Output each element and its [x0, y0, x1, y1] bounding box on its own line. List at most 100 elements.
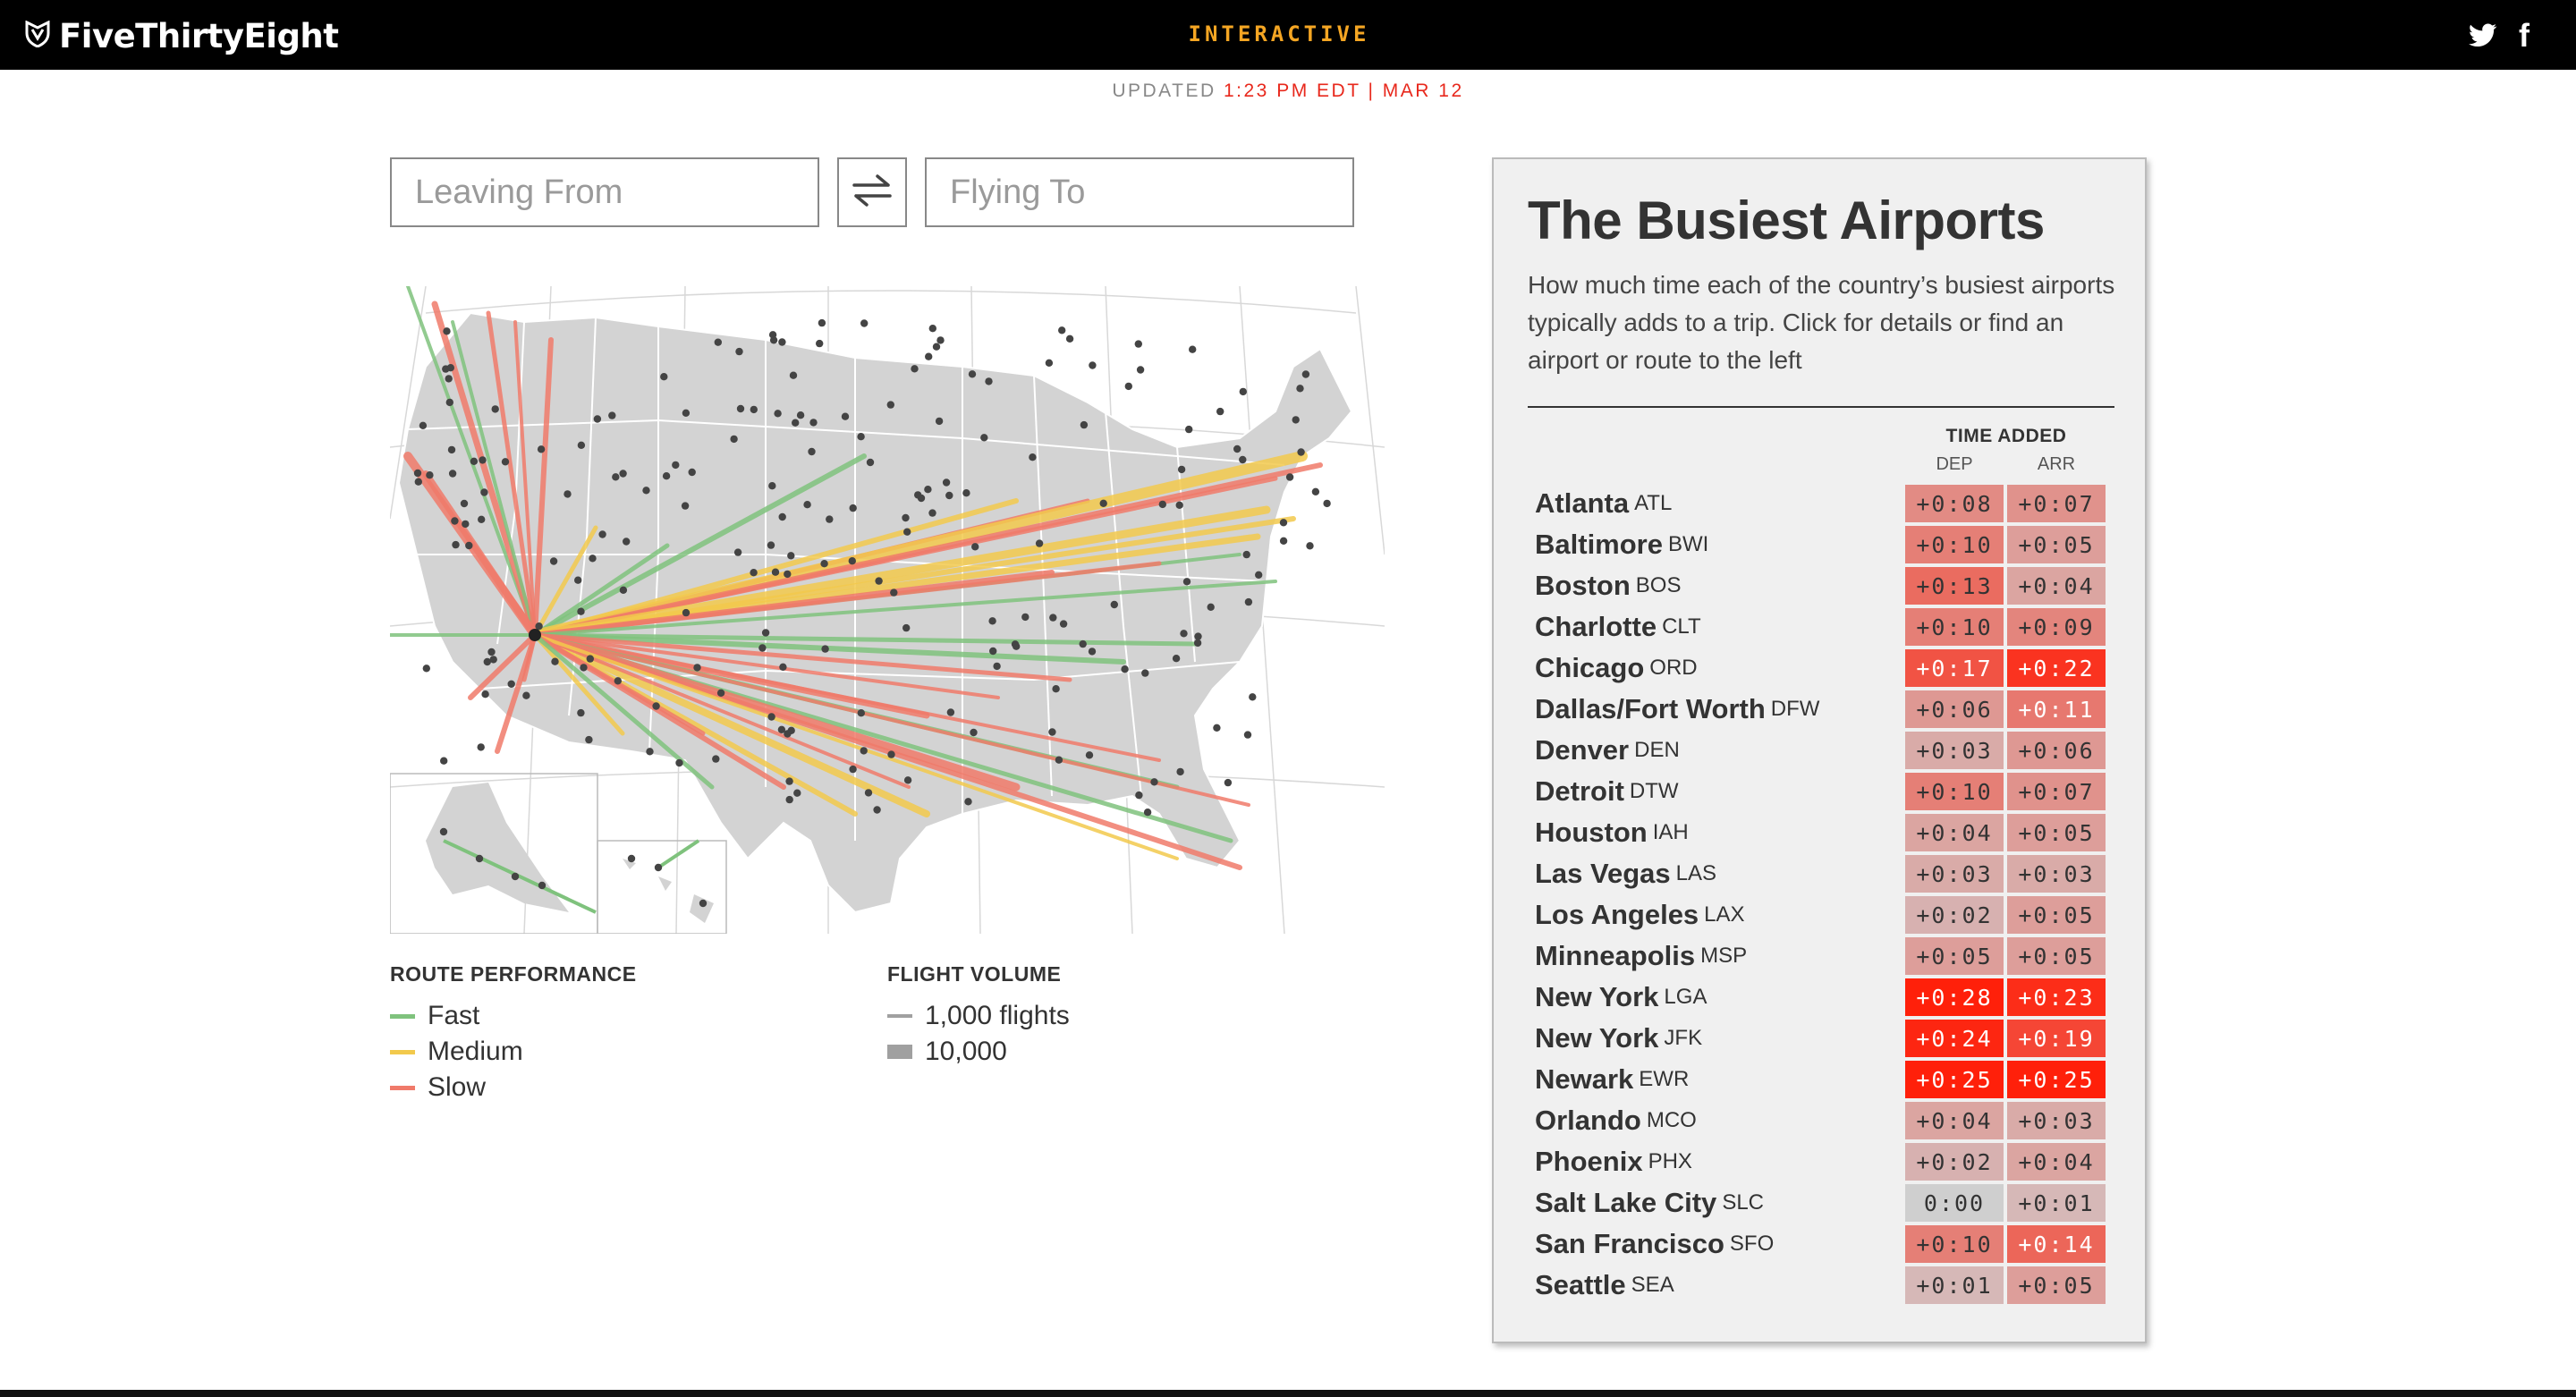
- arr-time-added: +0:05: [2007, 1266, 2106, 1304]
- arr-time-added: +0:23: [2007, 978, 2106, 1016]
- updated-label: UPDATED: [1112, 80, 1216, 101]
- airport-table: Atlanta ATL +0:08 +0:07 Baltimore BWI +0:10 +0:…: [1528, 485, 2116, 1308]
- legend-volume-small: 1,000 flights: [887, 998, 1070, 1034]
- fox-shield-icon: [25, 20, 50, 52]
- airport-row[interactable]: Atlanta ATL +0:08 +0:07: [1528, 485, 2116, 526]
- dep-time-added: +0:10: [1905, 773, 2004, 810]
- airport-dot: [1194, 632, 1202, 640]
- airport-row[interactable]: Houston IAH +0:04 +0:05: [1528, 814, 2116, 855]
- airport-dot: [479, 456, 487, 464]
- busiest-airports-panel: The Busiest Airports How much time each …: [1492, 157, 2147, 1343]
- airport-row[interactable]: Detroit DTW +0:10 +0:07: [1528, 773, 2116, 814]
- airport-dot: [935, 417, 944, 426]
- us-route-map[interactable]: [388, 284, 1385, 935]
- airport-city: Atlanta: [1535, 487, 1630, 519]
- airport-dot: [816, 339, 824, 348]
- airport-dot: [623, 538, 631, 546]
- route-line-slow: [533, 633, 1161, 762]
- airport-dot: [848, 557, 856, 565]
- arr-time-added: +0:19: [2007, 1020, 2106, 1057]
- arr-time-added: +0:03: [2007, 855, 2106, 893]
- airport-row[interactable]: Dallas/Fort Worth DFW +0:06 +0:11: [1528, 690, 2116, 732]
- airport-dot: [1185, 425, 1193, 434]
- airport-row[interactable]: Phoenix PHX +0:02 +0:04: [1528, 1143, 2116, 1184]
- airport-row[interactable]: New York LGA +0:28 +0:23: [1528, 978, 2116, 1020]
- contiguous-us-land: [397, 311, 1353, 914]
- route-performance-title: ROUTE PERFORMANCE: [390, 962, 637, 986]
- dep-time-added: 0:00: [1905, 1184, 2004, 1222]
- airport-dot: [487, 648, 496, 656]
- airport-row[interactable]: Newark EWR +0:25 +0:25: [1528, 1061, 2116, 1102]
- route-line-slow: [532, 570, 1055, 638]
- airport-row[interactable]: Denver DEN +0:03 +0:06: [1528, 732, 2116, 773]
- arr-time-added: +0:03: [2007, 1102, 2106, 1139]
- airport-dot: [777, 725, 786, 733]
- airport-dot: [1035, 539, 1044, 547]
- dep-time-added: +0:03: [1905, 732, 2004, 769]
- flying-to-input[interactable]: [925, 157, 1354, 227]
- airport-dot: [445, 398, 453, 407]
- facebook-icon[interactable]: f: [2519, 17, 2529, 54]
- airport-row[interactable]: Charlotte CLT +0:10 +0:09: [1528, 608, 2116, 649]
- airport-row[interactable]: Seattle SEA +0:01 +0:05: [1528, 1266, 2116, 1308]
- airport-dot: [1045, 359, 1054, 367]
- airport-dot: [652, 702, 660, 710]
- dep-column-header: DEP: [1936, 454, 1973, 474]
- legend-slow-label: Slow: [428, 1072, 487, 1102]
- airport-row[interactable]: Orlando MCO +0:04 +0:03: [1528, 1102, 2116, 1143]
- airport-row[interactable]: Los Angeles LAX +0:02 +0:05: [1528, 896, 2116, 937]
- airport-row[interactable]: Minneapolis MSP +0:05 +0:05: [1528, 937, 2116, 978]
- leaving-from-input[interactable]: [390, 157, 819, 227]
- airport-dot: [887, 750, 895, 758]
- swap-button[interactable]: [837, 157, 907, 227]
- airport-dot: [860, 319, 869, 327]
- airport-city: Los Angeles: [1535, 899, 1699, 930]
- airport-dot: [1216, 407, 1224, 416]
- arr-time-added: +0:04: [2007, 567, 2106, 605]
- airport-city: New York: [1535, 981, 1659, 1012]
- airport-dot: [447, 445, 456, 454]
- airport-dot: [1135, 791, 1143, 800]
- airport-dot: [980, 434, 988, 442]
- airport-city: Phoenix: [1535, 1146, 1643, 1177]
- twitter-icon[interactable]: [2469, 18, 2497, 54]
- airport-dot: [970, 728, 978, 737]
- airport-dot: [693, 664, 701, 672]
- airport-row[interactable]: Las Vegas LAS +0:03 +0:03: [1528, 855, 2116, 896]
- airport-dot: [1176, 767, 1184, 776]
- airport-dot: [1065, 334, 1074, 343]
- section-label[interactable]: INTERACTIVE: [1188, 21, 1370, 47]
- airport-row[interactable]: New York JFK +0:24 +0:19: [1528, 1020, 2116, 1061]
- airport-dot: [577, 607, 585, 615]
- airport-dot: [735, 347, 743, 356]
- page-bottom-rule: [0, 1390, 2576, 1397]
- airport-dot: [758, 644, 767, 652]
- site-logo[interactable]: FiveThirtyEight: [25, 16, 339, 55]
- airport-dot: [942, 478, 951, 487]
- airport-dot: [993, 662, 1001, 671]
- airport-dot: [627, 854, 636, 863]
- airport-dot: [1079, 639, 1087, 648]
- airport-dot: [442, 365, 450, 373]
- airport-dot: [1311, 487, 1320, 495]
- airport-dot: [549, 557, 558, 565]
- airport-row[interactable]: Boston BOS +0:13 +0:04: [1528, 567, 2116, 608]
- hub-airport-dot: [529, 629, 541, 641]
- airport-row[interactable]: Chicago ORD +0:17 +0:22: [1528, 649, 2116, 690]
- airport-row[interactable]: San Francisco SFO +0:10 +0:14: [1528, 1225, 2116, 1266]
- airport-dot: [1249, 693, 1257, 701]
- route-line-slow: [533, 633, 911, 789]
- airport-dot: [793, 789, 801, 797]
- route-line-medium: [532, 632, 625, 736]
- airport-dot: [507, 680, 515, 688]
- airport-city: Las Vegas: [1535, 858, 1671, 889]
- airport-dot: [914, 491, 922, 499]
- airport-city: Salt Lake City: [1535, 1187, 1717, 1218]
- airport-dot: [451, 517, 459, 525]
- updated-timestamp: UPDATED 1:23 PM EDT | MAR 12: [0, 80, 2576, 102]
- airport-dot: [646, 748, 654, 756]
- airport-row[interactable]: Salt Lake City SLC 0:00 +0:01: [1528, 1184, 2116, 1225]
- alaska-land: [426, 783, 569, 912]
- airport-row[interactable]: Baltimore BWI +0:10 +0:05: [1528, 526, 2116, 567]
- airport-code: DTW: [1629, 779, 1679, 803]
